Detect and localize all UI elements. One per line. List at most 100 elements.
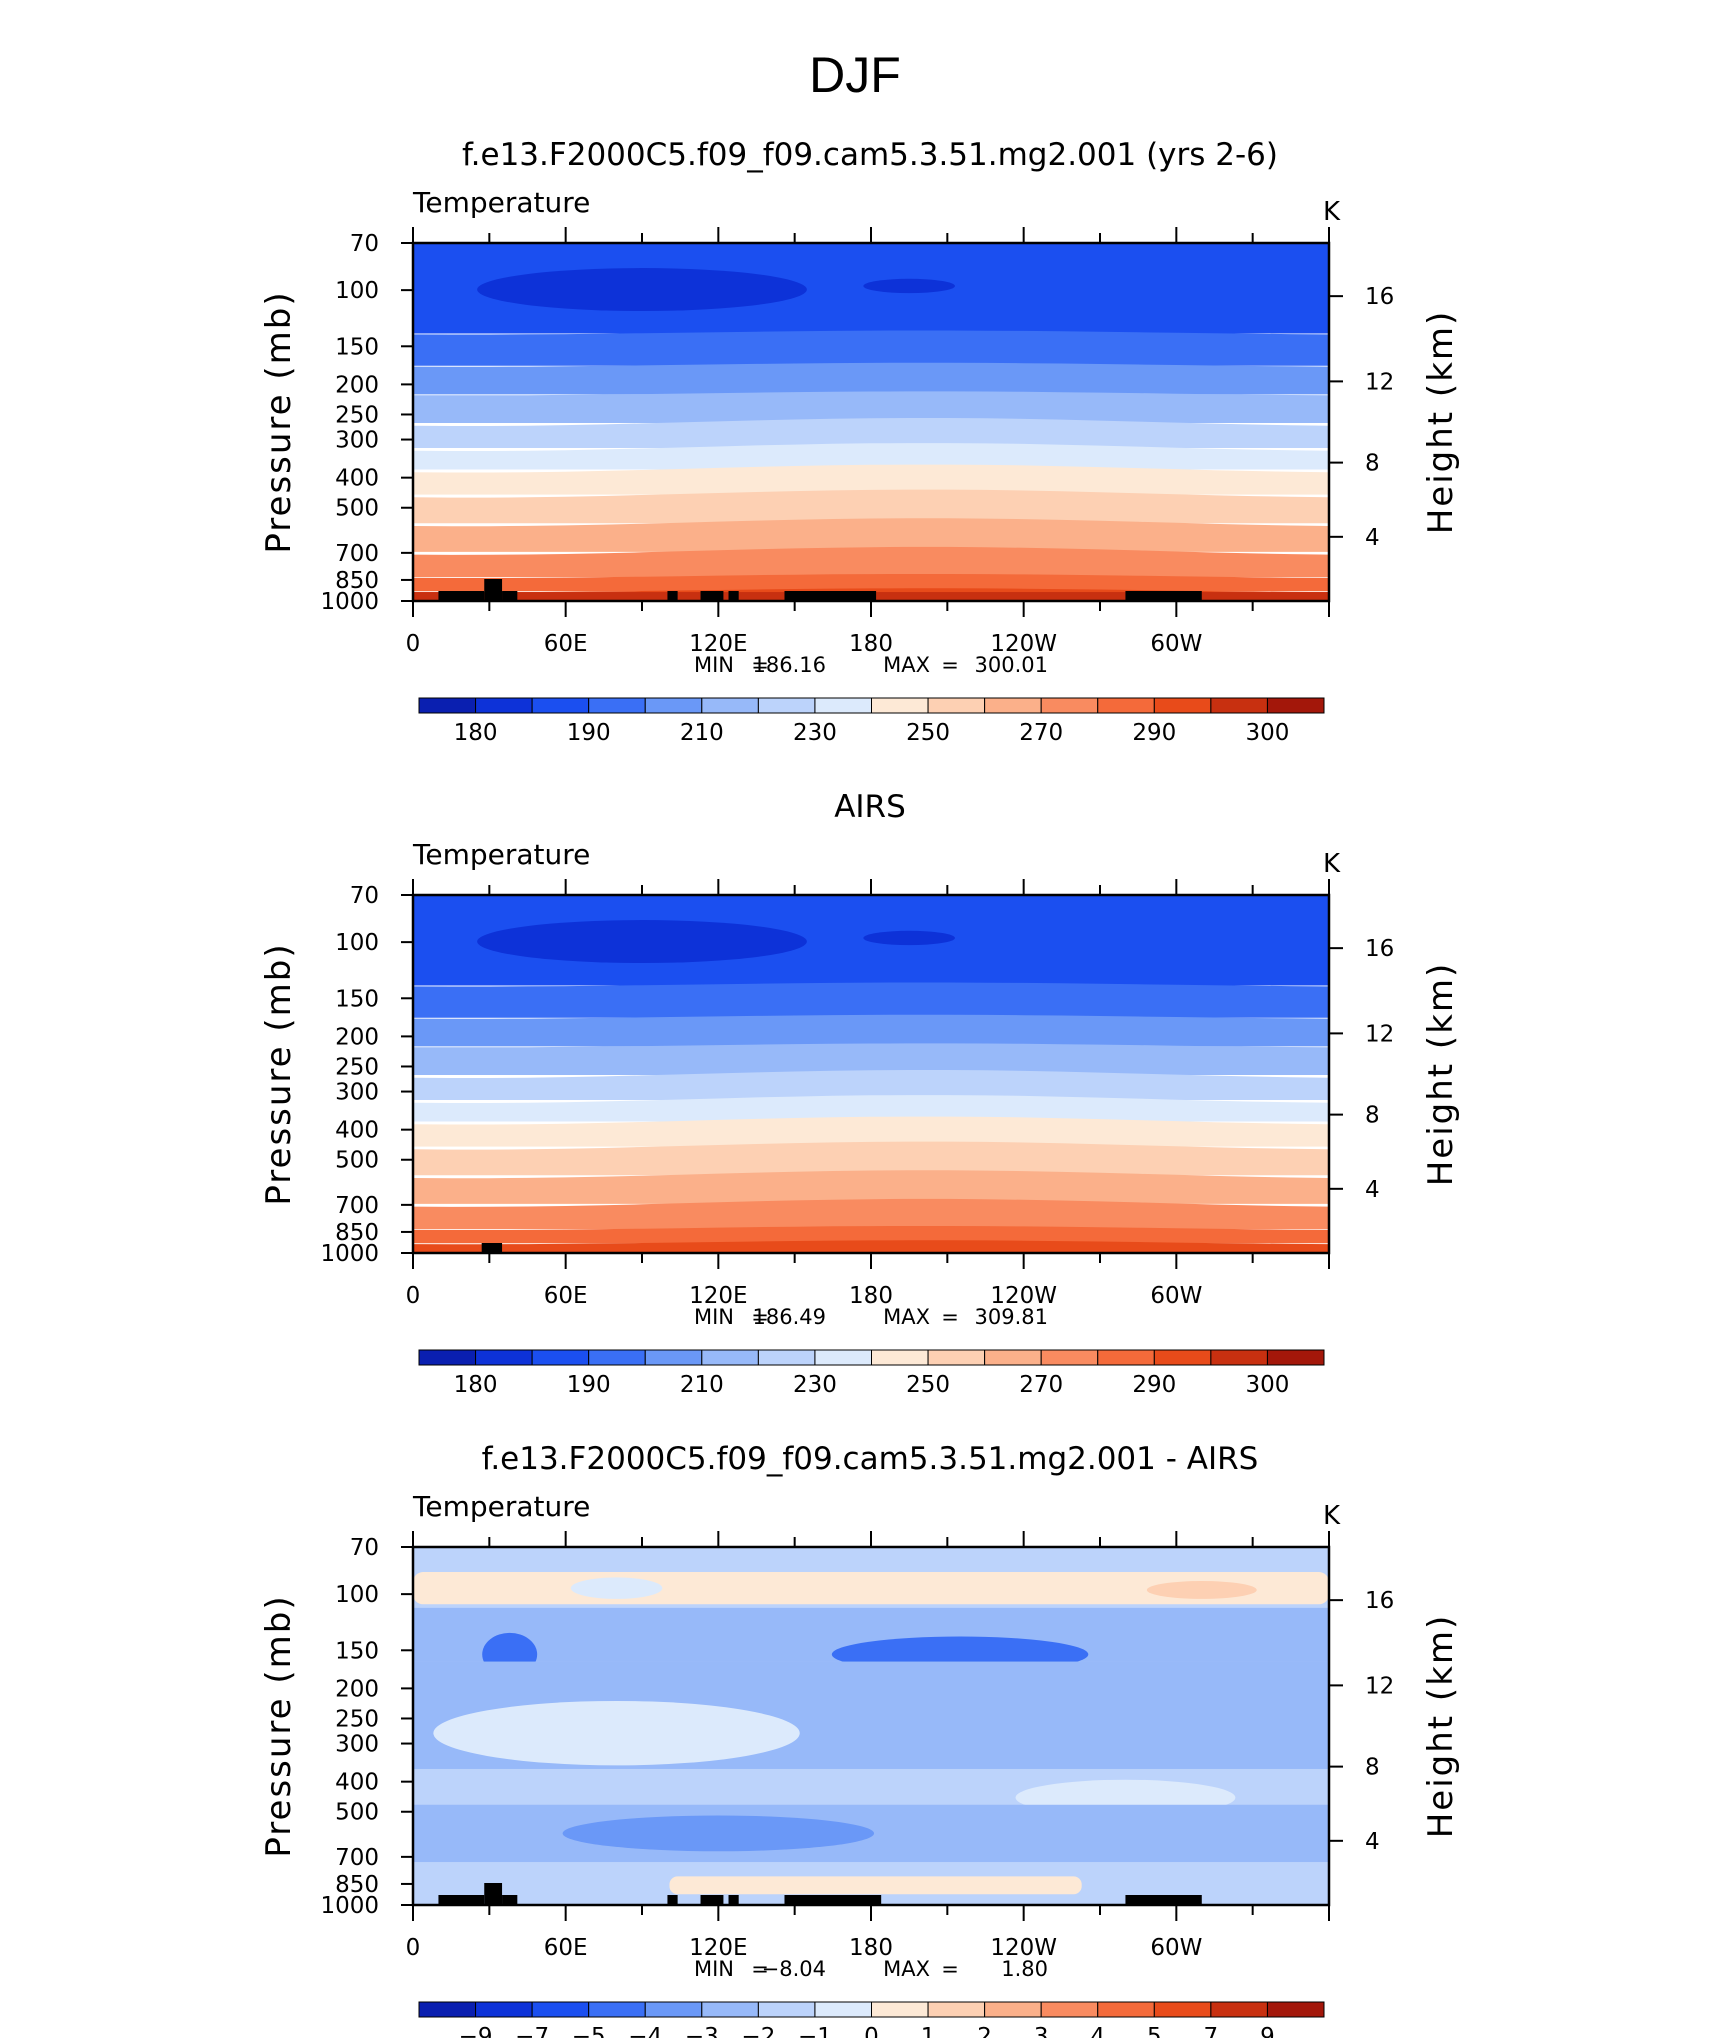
colorbar-label: 210: [680, 1372, 724, 1398]
panel-title: f.e13.F2000C5.f09_f09.cam5.3.51.mg2.001 …: [462, 137, 1278, 173]
contour-band: [413, 1043, 1329, 1075]
y-tick-label: 150: [335, 1638, 379, 1664]
colorbar-label: 7: [1204, 2024, 1219, 2038]
y-right-tick-label: 12: [1365, 369, 1394, 395]
colorbar-label: 300: [1245, 720, 1289, 746]
units-label: K: [1323, 1501, 1341, 1531]
x-tick-label: 120W: [990, 1935, 1057, 1961]
y-right-tick-label: 4: [1365, 1829, 1380, 1855]
colorbar-swatch: [984, 2001, 1042, 2018]
x-tick-label: 60W: [1150, 631, 1202, 657]
x-tick-label: 120W: [990, 1283, 1057, 1309]
terrain-mask: [484, 579, 503, 601]
variable-label: Temperature: [412, 1490, 590, 1523]
contour-band: [413, 443, 1329, 470]
colorbar-swatch: [757, 1349, 816, 1366]
min-label: MIN: [694, 653, 734, 677]
y-tick-label: 500: [335, 1800, 379, 1826]
x-tick-label: 0: [406, 1283, 421, 1309]
terrain-mask: [481, 1243, 503, 1253]
contour-field: [413, 243, 1329, 601]
terrain-mask: [700, 591, 724, 601]
y-tick-label: 70: [350, 883, 379, 909]
x-tick-label: 60W: [1150, 1935, 1202, 1961]
y-right-tick-label: 8: [1365, 451, 1380, 477]
colorbar-swatch: [871, 697, 929, 714]
contour-band: [562, 1815, 875, 1852]
y-right-tick-label: 4: [1365, 525, 1380, 551]
contour-band: [413, 1198, 1329, 1229]
y-tick-label: 1000: [320, 1241, 379, 1267]
colorbar-label: 230: [793, 1372, 837, 1398]
x-tick-label: 120W: [990, 631, 1057, 657]
min-label: MIN: [694, 1305, 734, 1329]
y-right-tick-label: 8: [1365, 1755, 1380, 1781]
x-tick-label: 120E: [689, 1283, 747, 1309]
min-value: −8.04: [762, 1957, 826, 1981]
colorbar-swatch: [984, 1349, 1042, 1366]
terrain-mask: [728, 1895, 739, 1905]
contour-band: [413, 464, 1329, 495]
terrain-mask: [502, 591, 518, 601]
y-axis-title: Pressure (mb): [259, 942, 299, 1205]
colorbar-swatch: [1210, 1349, 1268, 1366]
y-tick-label: 100: [335, 278, 379, 304]
colorbar-swatch: [701, 2001, 759, 2018]
max-label: MAX: [883, 653, 930, 677]
colorbar-swatch: [814, 697, 872, 714]
contour-band: [669, 1876, 1082, 1895]
x-tick-label: 0: [406, 631, 421, 657]
max-label: MAX: [883, 1957, 930, 1981]
y-tick-label: 850: [335, 1220, 379, 1246]
y-tick-label: 250: [335, 1054, 379, 1080]
max-value: 1.80: [1001, 1957, 1048, 1981]
contour-band: [1146, 1581, 1257, 1599]
terrain-mask: [700, 1895, 724, 1905]
colorbar-swatch: [531, 1349, 590, 1366]
colorbar-label: 4: [1090, 2024, 1105, 2038]
contour-band: [413, 489, 1329, 524]
colorbar-swatch: [1153, 697, 1212, 714]
colorbar-swatch: [418, 2001, 477, 2018]
y-tick-label: 400: [335, 466, 379, 492]
y-right-axis-title: Height (km): [1421, 962, 1461, 1187]
y-tick-label: 150: [335, 334, 379, 360]
colorbar-swatch: [757, 2001, 816, 2018]
equals-sign: =: [751, 1957, 769, 1981]
y-tick-label: 200: [335, 1024, 379, 1050]
colorbar-label: 250: [906, 720, 950, 746]
y-right-tick-label: 12: [1365, 1673, 1394, 1699]
colorbar-swatch: [1040, 1349, 1099, 1366]
y-tick-label: 200: [335, 1676, 379, 1702]
panel-title: AIRS: [834, 789, 906, 825]
colorbar-label: 270: [1019, 720, 1063, 746]
colorbar-label: 210: [680, 720, 724, 746]
contour-band: [413, 1226, 1329, 1244]
terrain-mask: [784, 1895, 882, 1905]
colorbar-swatch: [644, 697, 703, 714]
colorbar-label: 230: [793, 720, 837, 746]
colorbar-label: −7: [515, 2024, 549, 2038]
units-label: K: [1323, 849, 1341, 879]
contour-band: [413, 574, 1329, 592]
colorbar-label: 3: [1034, 2024, 1049, 2038]
contour-band: [413, 546, 1329, 577]
y-tick-label: 70: [350, 231, 379, 257]
x-tick-label: 60E: [544, 1935, 588, 1961]
cold-core-contour: [477, 920, 807, 964]
colorbar-swatch: [927, 697, 986, 714]
x-tick-label: 120E: [689, 1935, 747, 1961]
y-tick-label: 700: [335, 541, 379, 567]
variable-label: Temperature: [412, 186, 590, 219]
contour-band: [413, 330, 1329, 366]
y-tick-label: 1000: [320, 589, 379, 615]
chart-panel-2: AIRS Temperature K 0 60E 120E 180 120W 60W 70 100 1…: [259, 789, 1461, 1398]
terrain-mask: [1125, 1895, 1202, 1905]
colorbar-swatch: [701, 697, 759, 714]
colorbar-label: 1: [921, 2024, 936, 2038]
y-tick-label: 300: [335, 428, 379, 454]
y-tick-label: 100: [335, 1582, 379, 1608]
colorbar-swatch: [1153, 1349, 1212, 1366]
x-tick-label: 180: [849, 1935, 893, 1961]
y-tick-label: 70: [350, 1535, 379, 1561]
